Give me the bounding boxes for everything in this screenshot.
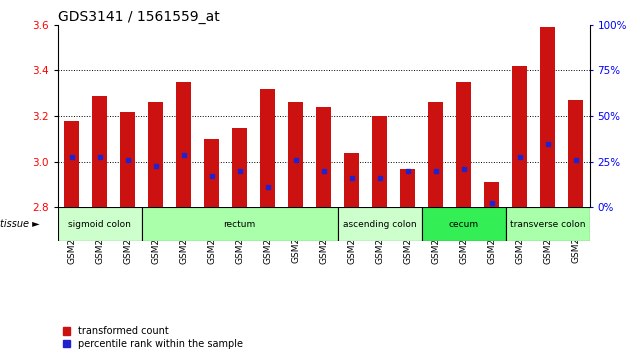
- Bar: [422, 207, 506, 241]
- Point: [542, 141, 553, 146]
- Text: rectum: rectum: [224, 219, 256, 229]
- Bar: [372, 116, 387, 207]
- Bar: [316, 107, 331, 207]
- Point: [515, 154, 525, 160]
- Bar: [176, 82, 192, 207]
- Point: [347, 175, 357, 181]
- Legend: transformed count, percentile rank within the sample: transformed count, percentile rank withi…: [63, 326, 243, 349]
- Point: [206, 173, 217, 178]
- Bar: [204, 139, 219, 207]
- Text: transverse colon: transverse colon: [510, 219, 585, 229]
- Point: [290, 157, 301, 162]
- Point: [122, 157, 133, 162]
- Text: GDS3141 / 1561559_at: GDS3141 / 1561559_at: [58, 10, 219, 24]
- Bar: [456, 82, 471, 207]
- Bar: [288, 102, 303, 207]
- Point: [458, 166, 469, 171]
- Point: [67, 154, 77, 160]
- Bar: [400, 169, 415, 207]
- Bar: [120, 112, 135, 207]
- Bar: [92, 96, 108, 207]
- Bar: [260, 89, 276, 207]
- Bar: [512, 66, 528, 207]
- Point: [151, 164, 161, 169]
- Bar: [142, 207, 338, 241]
- Bar: [428, 102, 444, 207]
- Point: [263, 184, 273, 190]
- Bar: [338, 207, 422, 241]
- Text: sigmoid colon: sigmoid colon: [68, 219, 131, 229]
- Point: [487, 200, 497, 206]
- Text: ascending colon: ascending colon: [343, 219, 417, 229]
- Point: [403, 168, 413, 174]
- Text: tissue ►: tissue ►: [0, 219, 40, 229]
- Bar: [58, 207, 142, 241]
- Text: cecum: cecum: [449, 219, 479, 229]
- Bar: [344, 153, 360, 207]
- Point: [179, 152, 189, 158]
- Bar: [540, 27, 555, 207]
- Bar: [232, 127, 247, 207]
- Point: [570, 157, 581, 162]
- Point: [319, 168, 329, 174]
- Point: [95, 154, 105, 160]
- Bar: [148, 102, 163, 207]
- Point: [374, 175, 385, 181]
- Point: [431, 168, 441, 174]
- Bar: [568, 100, 583, 207]
- Bar: [484, 182, 499, 207]
- Bar: [506, 207, 590, 241]
- Bar: [64, 121, 79, 207]
- Point: [235, 168, 245, 174]
